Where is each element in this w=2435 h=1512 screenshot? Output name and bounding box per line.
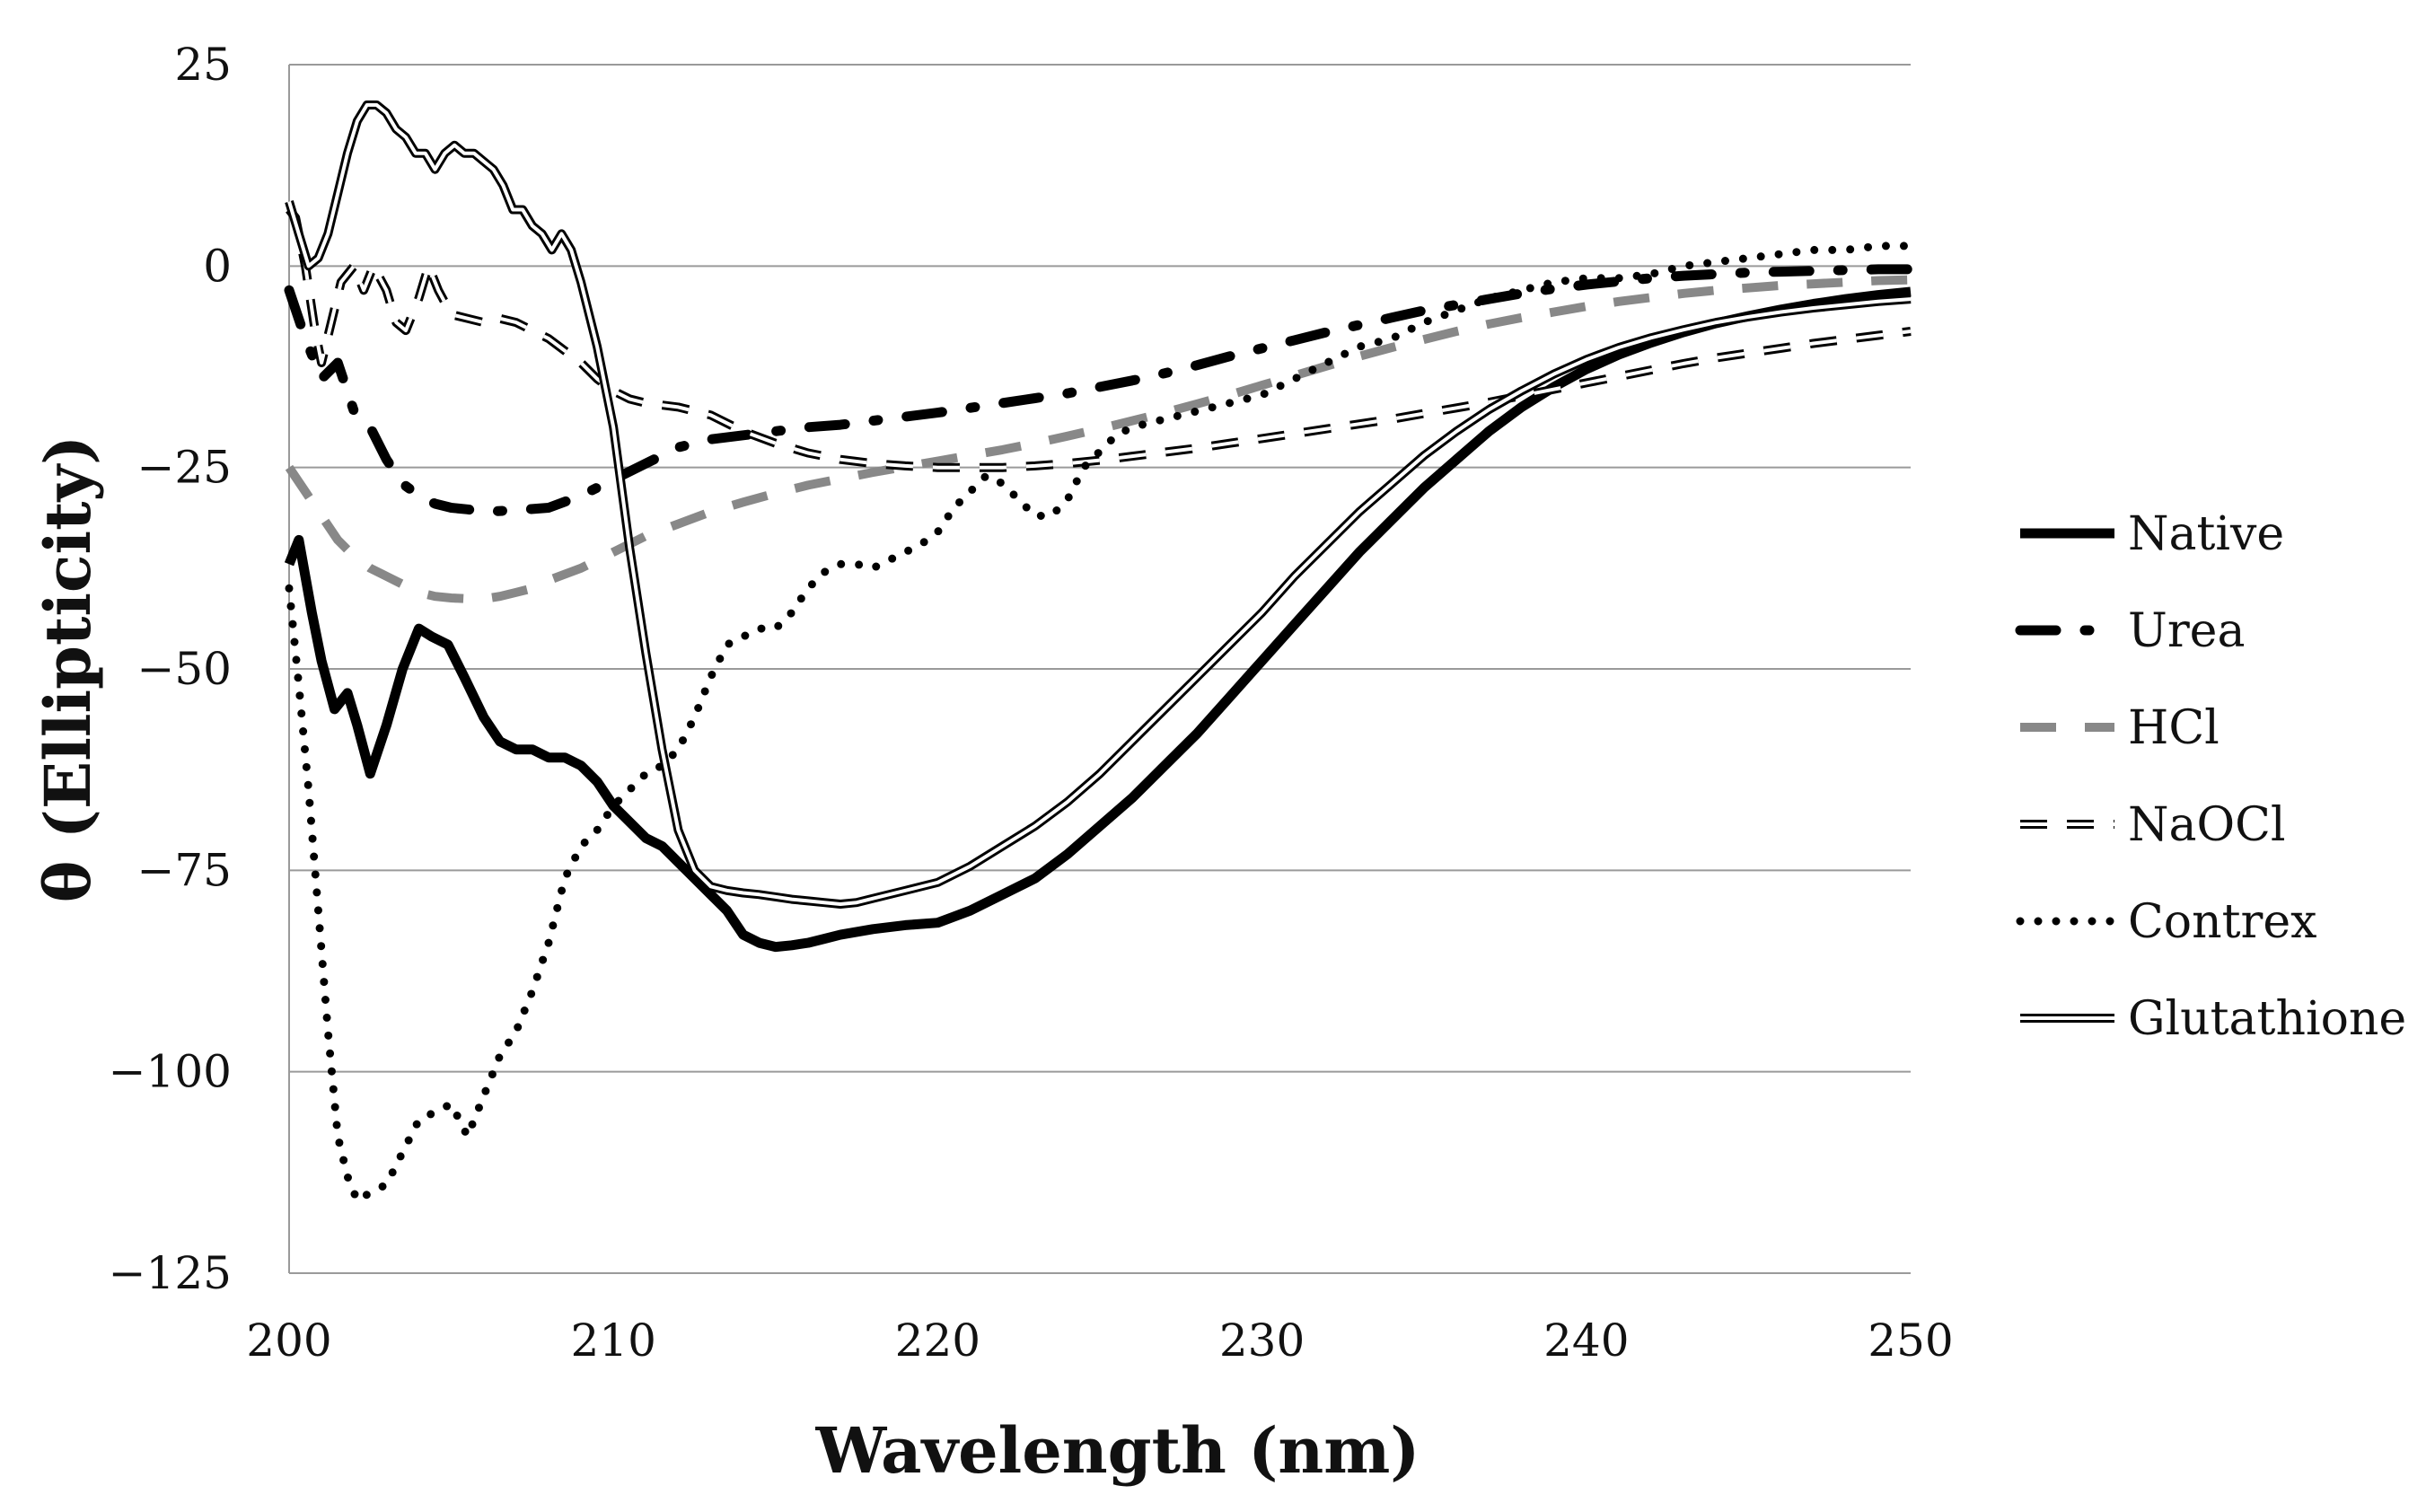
legend: Native Urea HCl NaOCl Contrex Glutathione <box>2015 507 2406 1046</box>
series-path <box>287 208 1912 470</box>
y-axis-title: θ (Ellipticity) <box>31 435 105 903</box>
series-path <box>287 102 1912 906</box>
series-naocl-line <box>286 207 1912 472</box>
grid <box>289 64 1911 1274</box>
series-glutathione-line <box>285 100 1912 909</box>
x-tick-label: 210 <box>570 1314 655 1367</box>
x-tick-label: 200 <box>246 1314 331 1367</box>
y-tick-label: −125 <box>109 1247 232 1299</box>
series-path <box>285 275 1912 603</box>
x-tick-label: 240 <box>1543 1314 1629 1367</box>
y-tick-label: −75 <box>136 844 232 896</box>
y-tick-label: −50 <box>136 643 232 695</box>
series-urea-line <box>284 264 1916 517</box>
legend-label: Urea <box>2128 604 2245 658</box>
legend-item-native: Native <box>2020 507 2284 561</box>
legend-item-hcl: HCl <box>2020 701 2220 755</box>
y-tick-label: 25 <box>174 39 232 91</box>
series-path <box>284 264 1916 517</box>
y-tick-label: −100 <box>109 1046 232 1098</box>
x-tick-label: 250 <box>1868 1314 1953 1367</box>
series-hcl-line <box>285 275 1912 603</box>
legend-label: Glutathione <box>2128 992 2406 1046</box>
legend-item-contrex: Contrex <box>2016 895 2316 949</box>
legend-item-naocl: NaOCl <box>2020 798 2286 852</box>
legend-label: NaOCl <box>2128 798 2286 852</box>
legend-item-glutathione: Glutathione <box>2020 992 2406 1046</box>
plot-area <box>284 100 1916 1205</box>
legend-label: Contrex <box>2128 895 2316 949</box>
y-tick-label: −25 <box>136 442 232 494</box>
y-tick-label: 0 <box>203 240 232 292</box>
x-tick-label: 220 <box>895 1314 980 1367</box>
x-tick-label: 230 <box>1219 1314 1305 1367</box>
legend-label: Native <box>2128 507 2284 561</box>
x-axis-title: Wavelength (nm) <box>815 1413 1420 1488</box>
legend-label: HCl <box>2128 701 2220 755</box>
legend-item-urea: Urea <box>2015 604 2245 658</box>
